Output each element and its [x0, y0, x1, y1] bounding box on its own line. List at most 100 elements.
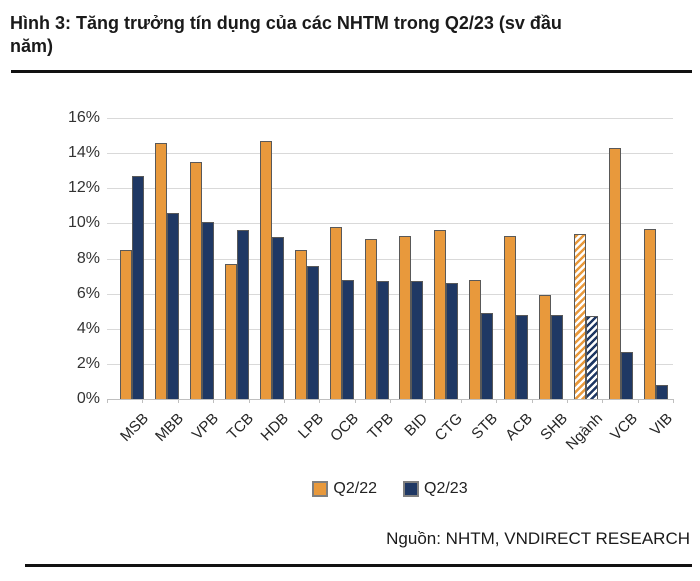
axis-tick	[354, 399, 356, 403]
chart-legend: Q2/22 Q2/23	[107, 480, 673, 498]
bar-Q2-22-BID	[399, 235, 412, 399]
bar-Q2-23-TCB	[237, 230, 250, 399]
bar-Q2-22-ACB	[504, 235, 517, 399]
gridline	[107, 153, 673, 155]
axis-tick	[248, 399, 250, 403]
axis-tick	[390, 399, 391, 403]
bar-Q2-23-VPB	[202, 221, 215, 399]
axis-tick	[142, 399, 144, 403]
gridline	[107, 363, 673, 365]
bar-Q2-22-VCB	[608, 147, 621, 399]
y-axis-label: 6%	[76, 284, 100, 302]
bar-group-VIB	[638, 118, 673, 399]
bar-Q2-22-VPB	[190, 161, 203, 399]
y-axis-label: 16%	[67, 109, 100, 126]
bar-Q2-23-HDB	[271, 237, 284, 399]
y-axis: 16% 14% 12% 10% 8% 6% 4% 2% 0%	[28, 109, 100, 407]
bar-Q2-22-CTG	[434, 230, 447, 399]
bar-series-container	[115, 118, 673, 399]
y-axis-label: 14%	[67, 144, 100, 162]
bar-Q2-23-Ngành	[585, 316, 598, 399]
bar-group-OCB	[324, 118, 359, 399]
gridline	[107, 328, 673, 330]
bar-Q2-22-SHB	[538, 295, 551, 399]
axis-tick	[283, 399, 285, 403]
bar-group-LPB	[289, 118, 324, 399]
bar-Q2-22-STB	[469, 279, 482, 399]
y-axis-label: 10%	[67, 214, 100, 232]
top-divider-rule	[11, 70, 692, 73]
axis-tick	[425, 399, 427, 403]
gridline	[107, 258, 673, 260]
bar-Q2-23-BID	[411, 281, 424, 399]
figure-title-line1: Hình 3: Tăng trưởng tín dụng của các NHT…	[10, 13, 562, 33]
gridline	[107, 293, 673, 295]
bar-Q2-22-OCB	[329, 226, 342, 399]
axis-tick	[673, 399, 674, 403]
axis-tick	[566, 399, 568, 403]
axis-tick	[177, 399, 179, 403]
bar-group-HDB	[255, 118, 290, 399]
bar-Q2-23-STB	[481, 312, 494, 399]
bar-group-VCB	[603, 118, 638, 399]
bar-Q2-23-VIB	[655, 384, 668, 399]
bar-Q2-22-MBB	[155, 142, 168, 399]
legend-label: Q2/22	[333, 480, 377, 497]
bar-group-ACB	[499, 118, 534, 399]
gridline	[107, 118, 673, 119]
axis-tick	[107, 399, 108, 403]
bar-Q2-22-LPB	[294, 249, 307, 399]
bar-Q2-23-MBB	[167, 212, 180, 399]
gridline	[107, 188, 673, 190]
bar-group-TPB	[359, 118, 394, 399]
bar-Q2-23-ACB	[516, 314, 529, 399]
bar-group-Ngành	[568, 118, 603, 399]
legend-swatch-Q2-23	[403, 481, 419, 497]
figure-title: Hình 3: Tăng trưởng tín dụng của các NHT…	[10, 12, 665, 58]
axis-tick	[319, 399, 321, 403]
legend-item-Q2-23: Q2/23	[403, 480, 468, 498]
y-axis-label: 2%	[76, 354, 100, 372]
bar-Q2-23-OCB	[341, 279, 354, 399]
gridline	[107, 223, 673, 225]
legend-item-Q2-22: Q2/22	[312, 480, 377, 498]
bar-Q2-23-MSB	[132, 175, 145, 399]
bottom-divider-rule	[25, 564, 692, 567]
x-axis-labels: MSB MBB VPB TCB HDB LPB OCB TPB BID CTG STB ACB SHB N…	[107, 402, 675, 468]
bar-group-TCB	[220, 118, 255, 399]
source-note: Nguồn: NHTM, VNDIRECT RESEARCH	[386, 529, 690, 548]
bar-Q2-23-CTG	[446, 283, 459, 399]
bar-Q2-22-Ngành	[573, 233, 586, 399]
bar-Q2-23-TPB	[376, 281, 389, 399]
bar-group-STB	[464, 118, 499, 399]
bar-group-MSB	[115, 118, 150, 399]
y-axis-label: 8%	[76, 249, 100, 267]
legend-swatch-Q2-22	[312, 481, 329, 497]
bar-Q2-23-LPB	[306, 265, 319, 399]
axis-tick	[637, 399, 639, 403]
figure-title-line2: năm)	[10, 36, 54, 56]
bar-group-MBB	[150, 118, 185, 399]
bar-Q2-23-VCB	[620, 351, 633, 399]
axis-tick	[496, 399, 498, 403]
bar-Q2-22-TPB	[364, 239, 377, 399]
legend-label: Q2/23	[424, 480, 468, 497]
axis-tick	[602, 399, 604, 403]
bar-group-CTG	[429, 118, 464, 399]
y-axis-label: 4%	[76, 319, 100, 337]
axis-tick	[531, 399, 533, 403]
axis-tick	[213, 399, 215, 403]
bar-group-VPB	[185, 118, 220, 399]
y-axis-label: 12%	[67, 179, 100, 197]
bar-Q2-23-SHB	[550, 314, 563, 399]
bar-group-BID	[394, 118, 429, 399]
bar-Q2-22-HDB	[259, 140, 272, 399]
plot-area	[107, 118, 674, 403]
bar-Q2-22-MSB	[120, 249, 133, 399]
bar-group-SHB	[534, 118, 569, 399]
bar-Q2-22-VIB	[643, 228, 656, 399]
y-axis-label: 0%	[76, 390, 100, 407]
axis-tick	[460, 399, 462, 403]
bar-Q2-22-TCB	[225, 263, 238, 399]
